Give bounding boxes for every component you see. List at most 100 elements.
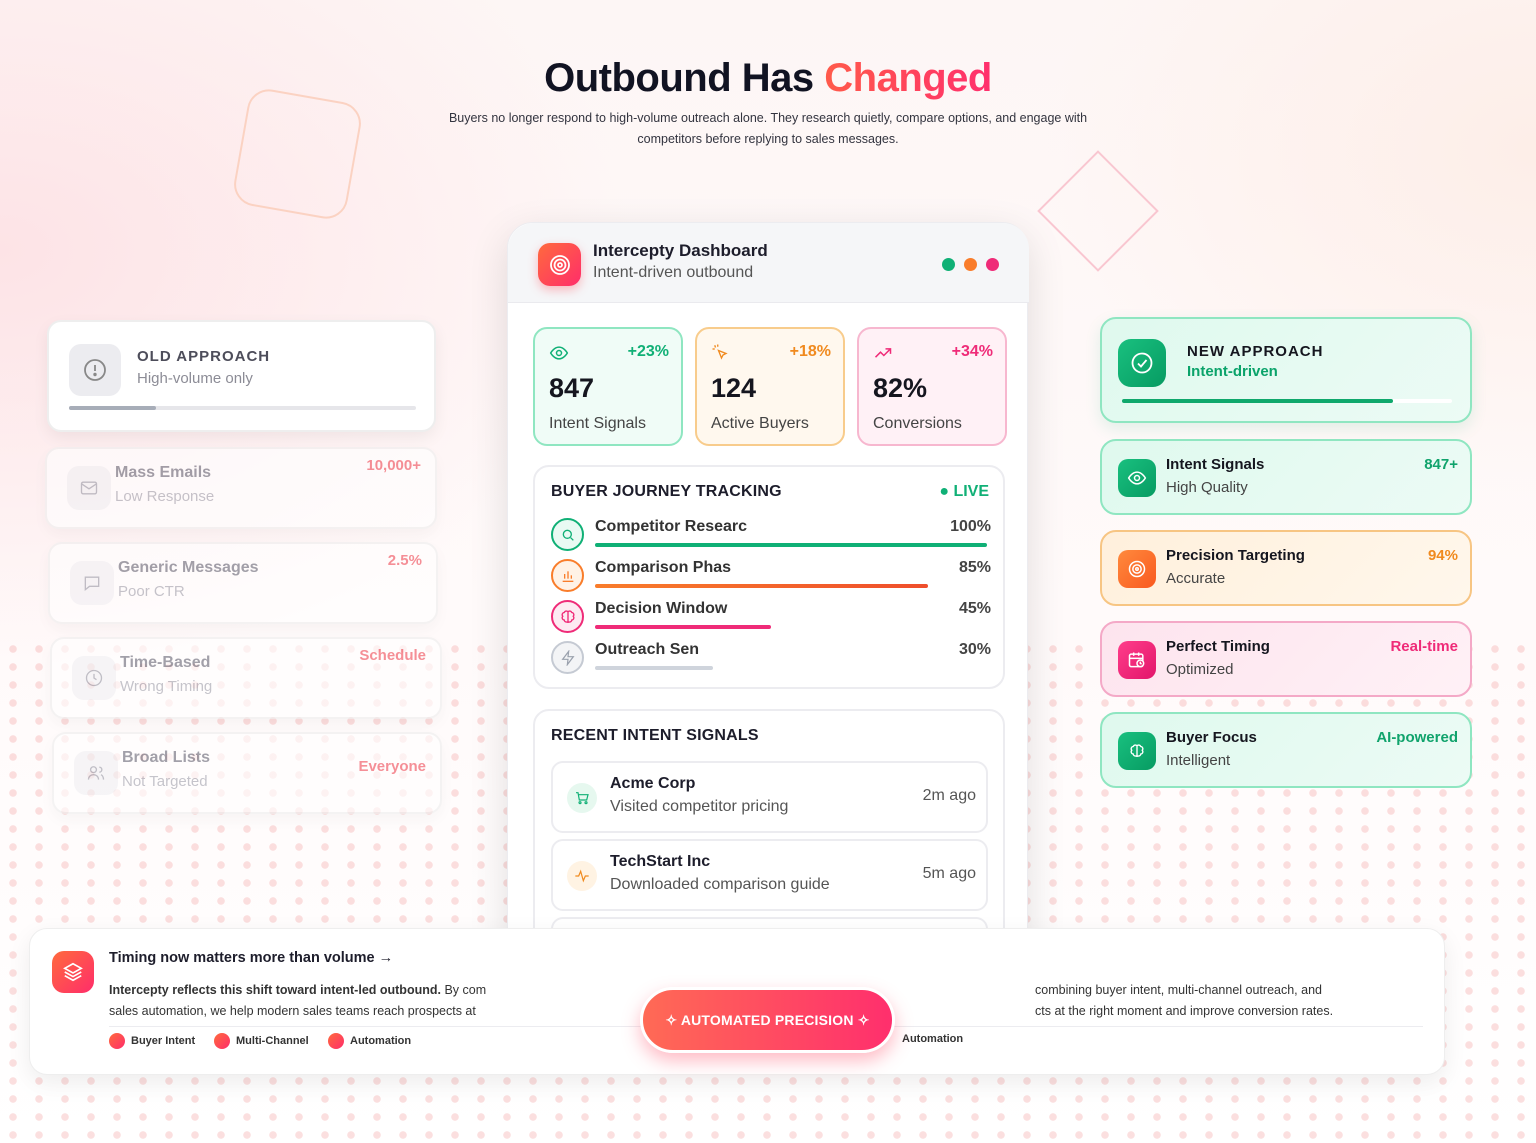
search-icon [551, 518, 584, 551]
journey-stage-name: Decision Window [595, 600, 728, 617]
tag-buyer-intent: Buyer Intent [109, 1033, 195, 1049]
activity-icon [567, 861, 597, 891]
brain-icon [551, 600, 584, 633]
message-icon [70, 561, 114, 605]
new-item-card: Precision Targeting Accurate 94% [1100, 530, 1472, 606]
old-item-value: 10,000+ [366, 457, 421, 474]
automated-precision-button[interactable]: ✧ AUTOMATED PRECISION ✧ [640, 987, 895, 1053]
window-dot-green[interactable] [942, 258, 955, 271]
new-item-subtitle: High Quality [1166, 479, 1248, 496]
stat-card[interactable]: +23% 847 Intent Signals [533, 327, 683, 446]
dashboard-window: Intercepty Dashboard Intent-driven outbo… [507, 222, 1029, 1028]
new-item-subtitle: Intelligent [1166, 752, 1231, 769]
users-icon [74, 751, 118, 795]
old-item-subtitle: Poor CTR [118, 583, 185, 600]
tag-icon [328, 1033, 344, 1049]
journey-row: Decision Window 45% [551, 600, 991, 640]
trend-up-icon [873, 343, 893, 368]
new-approach-track [1122, 399, 1452, 403]
dashboard-title: Intercepty Dashboard [593, 241, 768, 260]
page-subtitle: Buyers no longer respond to high-volume … [448, 111, 1088, 146]
new-approach-title: NEW APPROACH [1187, 343, 1324, 360]
journey-row: Outreach Sen 30% [551, 641, 991, 681]
signal-action: Visited competitor pricing [610, 798, 789, 815]
signal-item[interactable]: Acme Corp Visited competitor pricing 2m … [551, 761, 988, 833]
stat-delta: +34% [951, 343, 993, 360]
eye-icon [1118, 459, 1156, 497]
journey-title: BUYER JOURNEY TRACKING [551, 483, 782, 500]
new-item-title: Precision Targeting [1166, 547, 1305, 564]
signals-title: RECENT INTENT SIGNALS [551, 727, 759, 744]
eye-icon [549, 343, 569, 368]
alert-circle-icon [69, 344, 121, 396]
decorative-square [230, 85, 365, 223]
target-icon [1118, 550, 1156, 588]
old-item-card: Broad Lists Not Targeted Everyone [52, 732, 442, 814]
journey-stage-name: Competitor Researc [595, 518, 748, 535]
old-item-value: Everyone [358, 758, 426, 775]
journey-panel: BUYER JOURNEY TRACKING ● LIVE Competitor… [533, 465, 1005, 689]
stat-label: Active Buyers [711, 415, 809, 432]
stat-value: 124 [711, 373, 757, 403]
stat-value: 847 [549, 373, 595, 403]
signal-time: 5m ago [922, 865, 976, 882]
new-item-value: Real-time [1390, 638, 1458, 655]
stat-value: 82% [873, 373, 928, 403]
mail-icon [67, 466, 111, 510]
journey-row: Comparison Phas 85% [551, 559, 991, 599]
old-item-title: Time-Based [120, 654, 211, 671]
live-badge: ● LIVE [939, 483, 989, 500]
old-approach-subtitle: High-volume only [137, 370, 253, 387]
tag-automation-right: Automation [902, 1033, 964, 1045]
dashboard-subtitle: Intent-driven outbound [593, 264, 754, 281]
old-item-value: 2.5% [387, 552, 422, 569]
page-title: Outbound Has Changed [544, 56, 992, 100]
old-approach-track [69, 406, 416, 410]
banner-text-right: combining buyer intent, multi-channel ou… [1035, 983, 1334, 1018]
old-approach-title: OLD APPROACH [137, 348, 271, 365]
journey-stage-name: Comparison Phas [595, 559, 732, 576]
stat-label: Intent Signals [549, 415, 646, 432]
new-item-title: Buyer Focus [1166, 729, 1257, 746]
new-item-title: Perfect Timing [1166, 638, 1270, 655]
sparkle-cursor-icon [711, 343, 729, 366]
journey-row: Competitor Researc 100% [551, 518, 991, 558]
signal-company: Acme Corp [610, 775, 696, 792]
stat-card[interactable]: +34% 82% Conversions [857, 327, 1007, 446]
tag-multi-channel: Multi-Channel [214, 1033, 309, 1049]
decorative-diamond [1037, 150, 1159, 272]
new-approach-progress [1122, 399, 1393, 403]
old-approach-card: OLD APPROACH High-volume only [47, 320, 436, 432]
journey-progress-bar [595, 584, 929, 588]
old-item-card: Generic Messages Poor CTR 2.5% [48, 542, 438, 624]
old-item-card: Mass Emails Low Response 10,000+ [45, 447, 437, 529]
stat-delta: +23% [627, 343, 669, 360]
old-item-value: Schedule [359, 647, 426, 664]
stat-card[interactable]: +18% 124 Active Buyers [695, 327, 845, 446]
new-item-title: Intent Signals [1166, 456, 1265, 473]
old-item-subtitle: Wrong Timing [120, 678, 213, 695]
brain-icon [1118, 732, 1156, 770]
stat-delta: +18% [789, 343, 831, 360]
window-dot-pink[interactable] [986, 258, 999, 271]
banner-text-left: Intercepty reflects this shift toward in… [109, 983, 487, 1018]
dashboard-header: Intercepty Dashboard Intent-driven outbo… [508, 223, 1029, 303]
cart-icon [567, 783, 597, 813]
new-item-card: Intent Signals High Quality 847+ [1100, 439, 1472, 515]
old-item-title: Broad Lists [122, 749, 211, 766]
new-item-value: 847+ [1424, 456, 1458, 473]
check-circle-icon [1118, 339, 1166, 387]
journey-stage-percent: 85% [958, 559, 991, 576]
layers-icon [52, 951, 94, 993]
journey-stage-percent: 30% [958, 641, 991, 658]
new-approach-subtitle: Intent-driven [1187, 363, 1278, 380]
signal-item[interactable]: TechStart Inc Downloaded comparison guid… [551, 839, 988, 911]
window-dot-orange[interactable] [964, 258, 977, 271]
old-item-subtitle: Low Response [115, 488, 215, 505]
calendar-clock-icon [1118, 641, 1156, 679]
old-item-subtitle: Not Targeted [122, 773, 208, 790]
journey-progress-bar [595, 625, 772, 629]
journey-stage-percent: 100% [950, 518, 991, 535]
old-approach-progress [69, 406, 156, 410]
banner-title[interactable]: Timing now matters more than volume → [109, 950, 394, 966]
